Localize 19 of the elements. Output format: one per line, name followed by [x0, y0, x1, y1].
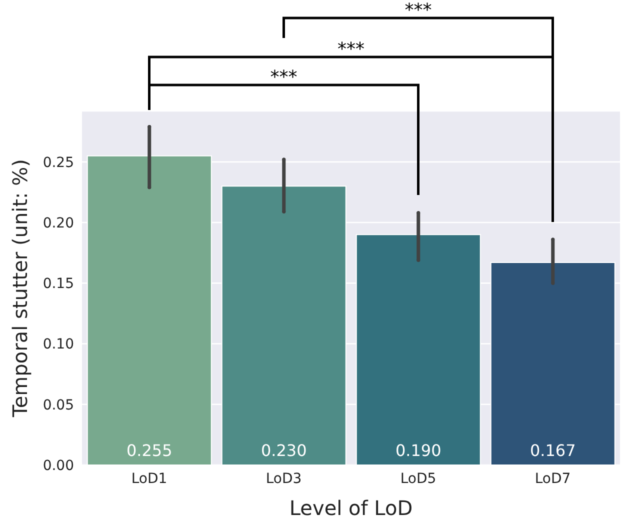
y-axis-title: Temporal stutter (unit: %) [8, 159, 32, 418]
x-tick-label: LoD3 [266, 470, 302, 487]
data-label: 0.190 [395, 441, 442, 460]
x-tick-label: LoD5 [400, 470, 436, 487]
text: *** [338, 39, 364, 60]
y-tick-label: 0.00 [42, 458, 74, 474]
data-label: 0.255 [126, 441, 172, 460]
x-tick-label: LoD1 [131, 470, 168, 487]
text: *** [270, 67, 298, 88]
x-tick-label: LoD7 [534, 470, 571, 487]
x-axis-title: Level of LoD [289, 496, 413, 520]
text: *** [404, 0, 432, 21]
y-tick-label: 0.10 [42, 336, 74, 353]
y-tick-label: 0.05 [42, 397, 74, 414]
y-tick-label: 0.25 [42, 154, 74, 171]
y-tick-label: 0.20 [42, 216, 74, 232]
data-label: 0.167 [530, 441, 576, 460]
y-tick-label: 0.15 [42, 276, 74, 292]
data-label: 0.230 [260, 441, 307, 460]
